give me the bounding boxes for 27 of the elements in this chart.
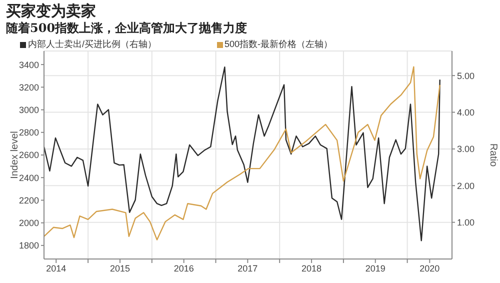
x-tick-label: 2017: [238, 263, 258, 274]
y2-tick-label: 3.00: [457, 144, 475, 154]
y-tick-label: 3000: [18, 104, 39, 115]
y-tick-label: 2200: [18, 195, 39, 206]
y-tick-label: 2600: [18, 150, 39, 160]
legend-label: 内部人士卖出/买进比例（右轴）: [27, 38, 157, 51]
y2-tick-label: 4.00: [457, 107, 475, 118]
y2-tick-label: 1.00: [457, 218, 475, 228]
y-tick-label: 3400: [18, 60, 39, 70]
y-tick-label: 3200: [18, 82, 39, 92]
x-tick-label: 2014: [46, 263, 66, 274]
y-tick-label: 1800: [18, 240, 39, 251]
y-axis-title: Index level: [10, 131, 21, 179]
x-tick-label: 2020: [420, 263, 440, 274]
y-tick-label: 2400: [18, 172, 39, 183]
x-tick-label: 2019: [365, 263, 386, 274]
x-tick-label: 2016: [174, 263, 194, 274]
y2-axis-title: Ratio: [487, 143, 498, 168]
chart-title: 买家变为卖家: [6, 2, 97, 20]
y-tick-label: 2800: [18, 128, 39, 138]
legend-label: 500指数-最新价格（左轴）: [224, 38, 333, 51]
y2-tick-label: 5.00: [457, 70, 475, 81]
x-tick-label: 2015: [110, 263, 130, 274]
y-tick-label: 2000: [18, 218, 39, 228]
chart-subtitle: 随着500指数上涨，企业高管加大了抛售力度: [6, 20, 248, 36]
x-tick-label: 2018: [302, 263, 322, 274]
y2-tick-label: 2.00: [457, 180, 475, 191]
